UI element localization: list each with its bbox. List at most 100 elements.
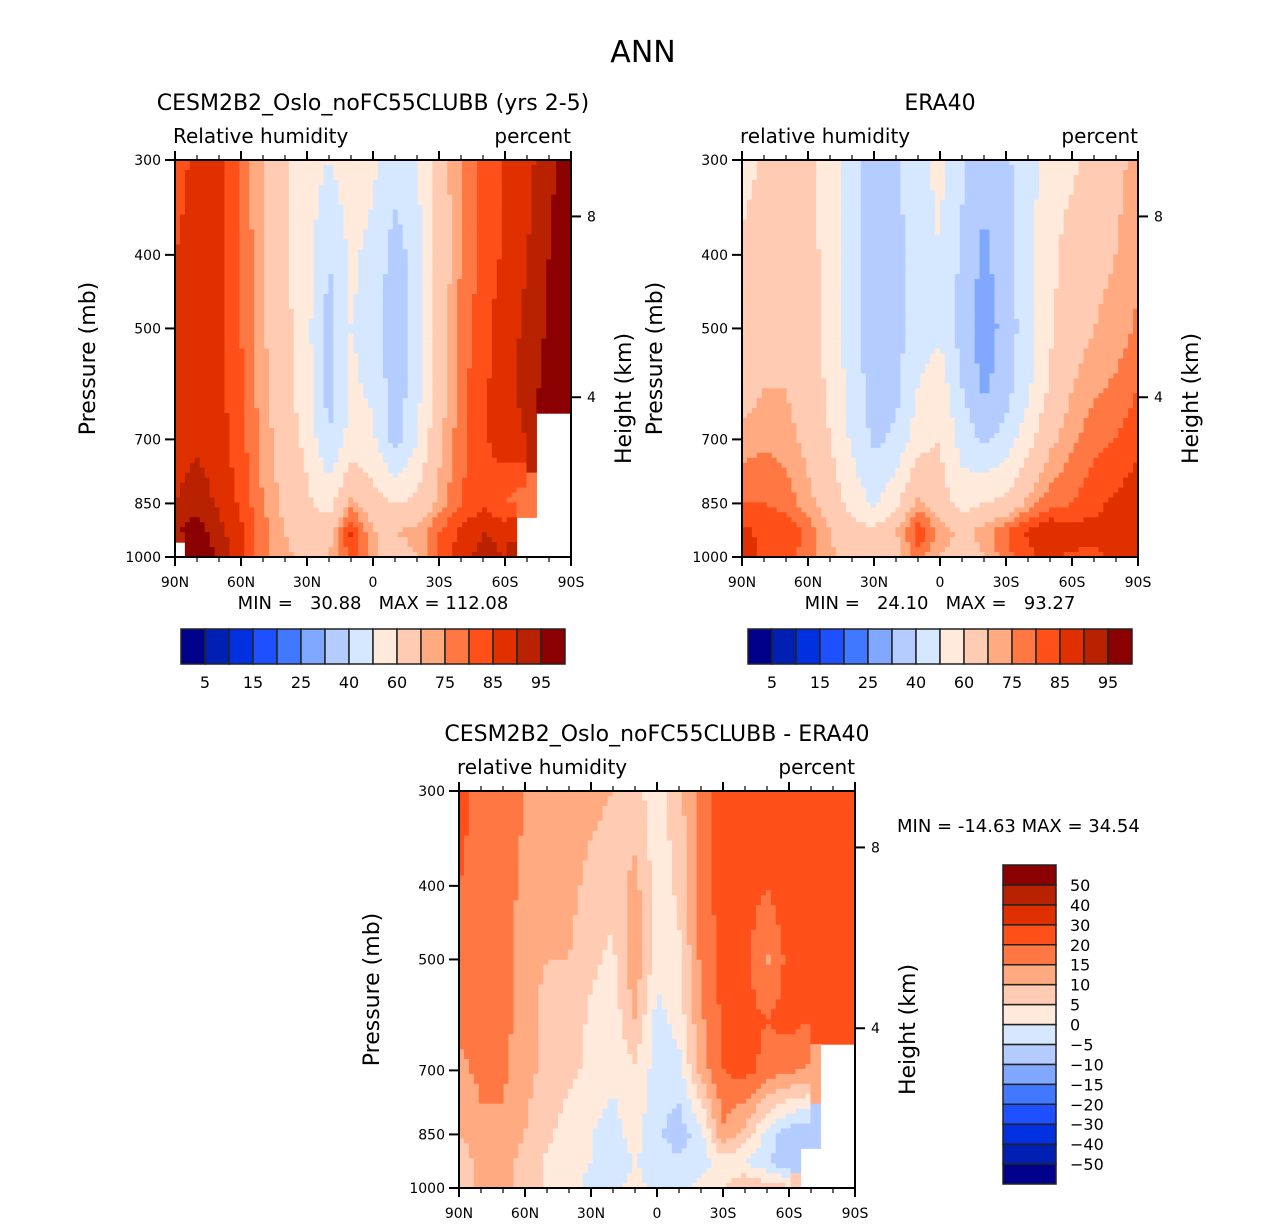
- contour-cell: [175, 194, 181, 201]
- contour-cell: [239, 164, 245, 171]
- contour-cell: [189, 313, 196, 320]
- contour-cell: [214, 308, 221, 315]
- contour-cell: [506, 343, 513, 350]
- contour-cell: [442, 388, 448, 394]
- contour-cell: [338, 452, 344, 459]
- contour-cell: [526, 333, 532, 340]
- contour-cell: [348, 388, 354, 394]
- contour-cell: [298, 289, 305, 295]
- contour-cell: [338, 418, 344, 424]
- contour-cell: [531, 219, 537, 226]
- contour-cell: [462, 333, 468, 340]
- contour-cell: [348, 457, 354, 464]
- contour-cell: [368, 160, 374, 166]
- contour-cell: [526, 249, 532, 255]
- contour-cell: [551, 194, 557, 201]
- contour-cell: [318, 413, 325, 419]
- contour-cell: [373, 452, 379, 459]
- contour-cell: [377, 467, 384, 474]
- contour-cell: [338, 298, 344, 305]
- contour-cell: [204, 279, 211, 285]
- contour-cell: [457, 318, 463, 325]
- contour-cell: [353, 264, 359, 270]
- contour-cell: [278, 164, 285, 171]
- contour-cell: [269, 234, 275, 240]
- contour-cell: [244, 199, 250, 206]
- contour-cell: [234, 224, 240, 231]
- contour-cell: [566, 368, 572, 374]
- contour-cell: [561, 164, 567, 171]
- contour-cell: [402, 338, 409, 345]
- contour-cell: [288, 229, 295, 236]
- contour-cell: [472, 388, 478, 394]
- contour-cell: [392, 383, 399, 389]
- contour-cell: [175, 373, 181, 379]
- contour-cell: [283, 403, 290, 409]
- contour-cell: [298, 348, 305, 355]
- contour-cell: [526, 179, 532, 186]
- contour-cell: [219, 467, 226, 474]
- contour-cell: [348, 308, 354, 315]
- contour-cell: [363, 427, 369, 434]
- contour-cell: [288, 160, 295, 166]
- contour-cell: [363, 189, 369, 196]
- contour-cell: [392, 447, 399, 454]
- contour-cell: [417, 289, 424, 295]
- contour-cell: [323, 308, 330, 315]
- contour-cell: [249, 289, 255, 295]
- contour-cell: [353, 363, 359, 370]
- contour-cell: [486, 432, 493, 439]
- contour-cell: [343, 179, 349, 186]
- contour-cell: [313, 423, 320, 429]
- contour-cell: [298, 259, 305, 265]
- contour-cell: [521, 462, 528, 469]
- contour-cell: [179, 234, 186, 240]
- contour-cell: [377, 442, 384, 449]
- contour-cell: [348, 274, 354, 280]
- contour-cell: [531, 403, 537, 409]
- contour-cell: [442, 338, 448, 345]
- contour-cell: [175, 432, 181, 439]
- contour-cell: [249, 398, 255, 404]
- contour-cell: [348, 437, 354, 444]
- contour-cell: [229, 323, 235, 330]
- contour-cell: [511, 199, 518, 206]
- contour-cell: [244, 467, 250, 474]
- contour-cell: [179, 229, 186, 236]
- contour-cell: [179, 452, 186, 459]
- contour-cell: [442, 368, 448, 374]
- contour-cell: [402, 174, 409, 181]
- contour-cell: [229, 423, 235, 429]
- contour-cell: [541, 164, 547, 171]
- contour-cell: [377, 234, 384, 240]
- contour-cell: [179, 373, 186, 379]
- contour-cell: [363, 318, 369, 325]
- contour-cell: [516, 348, 523, 355]
- contour-cell: [491, 189, 498, 196]
- contour-cell: [541, 160, 547, 166]
- contour-cell: [457, 383, 463, 389]
- contour-cell: [432, 338, 438, 345]
- contour-cell: [175, 298, 181, 305]
- contour-cell: [373, 204, 379, 211]
- contour-cell: [462, 308, 468, 315]
- contour-cell: [333, 244, 339, 250]
- contour-cell: [437, 234, 443, 240]
- contour-cell: [204, 160, 211, 166]
- contour-cell: [526, 467, 532, 474]
- contour-cell: [368, 298, 374, 305]
- contour-cell: [377, 457, 384, 464]
- contour-cell: [229, 318, 235, 325]
- contour-cell: [556, 398, 562, 404]
- contour-cell: [486, 204, 493, 211]
- contour-cell: [516, 279, 523, 285]
- contour-cell: [496, 462, 503, 469]
- contour-cell: [313, 313, 320, 320]
- contour-cell: [422, 432, 429, 439]
- contour-cell: [467, 164, 473, 171]
- contour-cell: [214, 328, 221, 335]
- contour-cell: [427, 383, 433, 389]
- contour-cell: [204, 298, 211, 305]
- contour-cell: [377, 338, 384, 345]
- contour-cell: [229, 363, 235, 370]
